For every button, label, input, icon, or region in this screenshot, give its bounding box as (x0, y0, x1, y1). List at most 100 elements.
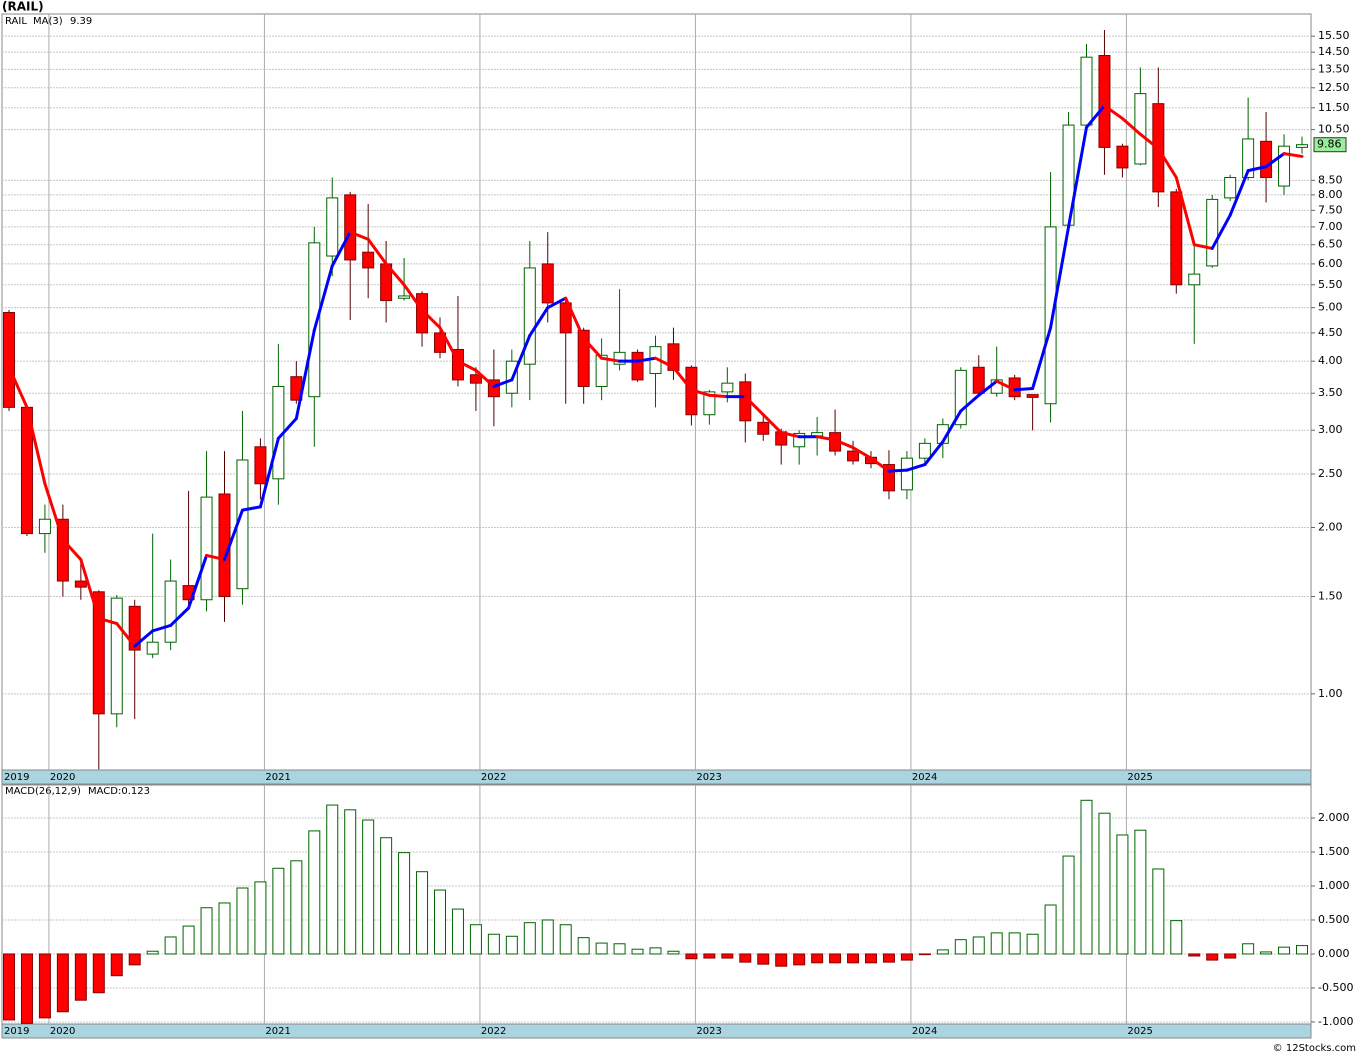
macd-bar (398, 852, 411, 955)
macd-bar (523, 922, 536, 955)
macd-bar (577, 937, 590, 955)
macd-bar (559, 924, 572, 955)
y-tick-label: 3.50 (1318, 386, 1343, 399)
macd-bar (110, 953, 123, 977)
candle-body (1206, 198, 1219, 267)
macd-bar (649, 947, 662, 955)
macd-bar (631, 948, 644, 955)
ma-line (761, 413, 783, 435)
ma-line (636, 356, 657, 363)
macd-bar (936, 949, 949, 955)
ma-line (977, 379, 999, 397)
candle-body (667, 343, 680, 371)
macd-bar (1170, 920, 1183, 955)
candle-body (1116, 145, 1129, 169)
ma-line (169, 606, 191, 627)
candle-body (38, 518, 51, 535)
macd-bar (1188, 953, 1201, 957)
macd-bar (972, 936, 985, 955)
macd-bar (469, 924, 482, 955)
ma-line (869, 456, 891, 473)
macd-bar (990, 932, 1003, 955)
macd-bar (882, 953, 895, 963)
candle-body (631, 351, 644, 381)
macd-bar (1008, 932, 1021, 955)
candle-body (146, 641, 159, 655)
x-tick-label: 2021 (265, 772, 290, 783)
macd-bar (92, 953, 105, 994)
candle-body (128, 605, 141, 651)
macd-bar (380, 837, 393, 955)
ma-line (312, 264, 334, 332)
macd-bar (3, 953, 15, 1021)
macd-bar (344, 809, 357, 955)
ma-line (887, 468, 909, 473)
macd-bar (254, 881, 267, 955)
ma-line (1013, 386, 1035, 392)
macd-bar (900, 953, 913, 961)
macd-bar (326, 804, 339, 955)
ma-line (1174, 176, 1196, 247)
candle-body (92, 591, 105, 715)
ma-line (851, 446, 873, 460)
macd-bar (954, 939, 967, 955)
y-tick-label: 11.50 (1318, 101, 1350, 114)
macd-bar (272, 867, 285, 955)
ma-line (654, 356, 675, 369)
candle-body (595, 354, 608, 387)
candle-body (487, 379, 500, 398)
ma-line (779, 431, 801, 439)
macd-bar (308, 830, 321, 955)
macd-bar (811, 953, 824, 964)
legend-ma: MA(3) (33, 16, 63, 27)
macd-bar (1134, 829, 1147, 955)
ma-line (564, 296, 586, 340)
x-tick-label: 2023 (696, 1026, 721, 1037)
ma-line (61, 538, 83, 562)
candle-body (1080, 56, 1093, 126)
x-tick-label: 2020 (50, 1026, 75, 1037)
y-tick-label: -0.500 (1318, 981, 1353, 994)
ma-line (151, 623, 173, 633)
ma-line (223, 508, 244, 562)
y-tick-label: 8.50 (1318, 173, 1343, 186)
candle-body (326, 197, 339, 257)
macd-bar (595, 942, 608, 955)
x-tick-label: 2019 (4, 1026, 29, 1037)
ma-line (25, 405, 47, 486)
ma-line (528, 306, 550, 338)
macd-bar (1278, 946, 1291, 955)
macd-bar (362, 819, 375, 955)
y-tick-label: 12.50 (1318, 81, 1350, 94)
ma-line (689, 388, 711, 397)
x-tick-label: 2022 (481, 1026, 506, 1037)
candle-body (416, 293, 429, 334)
candle-body (721, 382, 734, 393)
ma-line (1067, 125, 1088, 229)
candle-body (1224, 177, 1237, 199)
candle-body (469, 374, 482, 384)
ma-line (97, 616, 119, 626)
candle-body (1134, 93, 1147, 165)
ma-line (1246, 165, 1268, 173)
x-tick-label: 2024 (912, 1026, 937, 1037)
candle-body (559, 302, 572, 334)
macd-bar (434, 889, 446, 955)
y-tick-label: 1.000 (1318, 879, 1350, 892)
y-tick-label: 8.00 (1318, 188, 1343, 201)
candle-body (254, 446, 267, 485)
candle-body (882, 464, 895, 492)
candle-body (308, 242, 321, 398)
candle-body (757, 421, 770, 435)
macd-bar (1296, 945, 1308, 955)
candle-body (362, 251, 375, 269)
candle-body (1260, 140, 1273, 179)
macd-bar (685, 953, 698, 960)
y-tick-label: 4.50 (1318, 326, 1343, 339)
candle-body (110, 597, 123, 715)
x-tick-label: 2023 (696, 772, 721, 783)
legend-symbol: RAIL (5, 16, 27, 27)
macd-bar (793, 953, 806, 966)
candle-body (900, 457, 913, 491)
